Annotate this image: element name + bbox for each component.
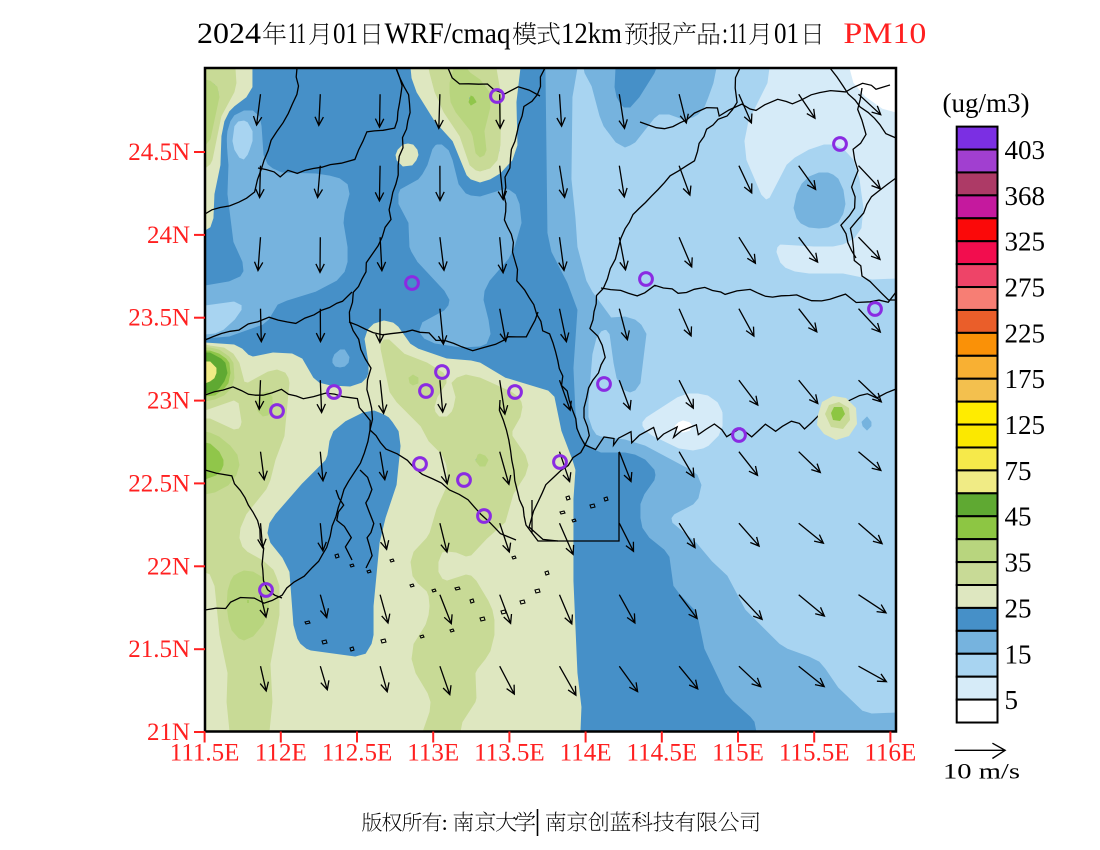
svg-text:22N: 22N	[147, 553, 190, 580]
svg-text:368: 368	[1005, 181, 1046, 211]
svg-text:11: 11	[729, 17, 747, 50]
svg-text:01: 01	[333, 17, 358, 50]
svg-text:5: 5	[1005, 685, 1019, 715]
svg-text:22.5N: 22.5N	[128, 470, 190, 497]
svg-text:11: 11	[288, 17, 306, 50]
svg-text:113.5E: 113.5E	[474, 740, 545, 767]
svg-text:23N: 23N	[147, 388, 190, 415]
svg-text:111.5E: 111.5E	[170, 740, 240, 767]
svg-text:114.5E: 114.5E	[627, 740, 698, 767]
svg-text:115E: 115E	[712, 740, 764, 767]
svg-text:116E: 116E	[864, 740, 916, 767]
svg-text:115.5E: 115.5E	[779, 740, 850, 767]
svg-text:12km: 12km	[561, 17, 622, 50]
svg-text:24.5N: 24.5N	[128, 139, 190, 166]
svg-text:PM10: PM10	[843, 17, 926, 50]
svg-text:275: 275	[1005, 273, 1046, 303]
svg-text:325: 325	[1005, 227, 1046, 257]
svg-text:15: 15	[1005, 639, 1032, 669]
svg-text:WRF/cmaq: WRF/cmaq	[385, 17, 511, 50]
svg-text:01: 01	[774, 17, 799, 50]
svg-text:113E: 113E	[407, 740, 459, 767]
svg-text:(ug/m3): (ug/m3)	[943, 88, 1030, 118]
svg-text:21.5N: 21.5N	[128, 636, 190, 663]
svg-text:125: 125	[1005, 410, 1046, 440]
svg-text:114E: 114E	[560, 740, 612, 767]
svg-text:403: 403	[1005, 135, 1046, 165]
svg-text:21N: 21N	[147, 719, 190, 746]
svg-text:112E: 112E	[255, 740, 307, 767]
svg-text:10 m/s: 10 m/s	[943, 759, 1020, 784]
svg-text:225: 225	[1005, 318, 1046, 348]
svg-text:175: 175	[1005, 364, 1046, 394]
svg-text:75: 75	[1005, 456, 1032, 486]
svg-text:35: 35	[1005, 548, 1032, 578]
svg-text::: :	[722, 17, 728, 50]
svg-text:45: 45	[1005, 502, 1032, 532]
svg-text:112.5E: 112.5E	[322, 740, 393, 767]
svg-text:2024: 2024	[197, 17, 261, 50]
svg-text::: :	[442, 810, 448, 835]
svg-text:23.5N: 23.5N	[128, 305, 190, 332]
svg-text:24N: 24N	[147, 222, 190, 249]
svg-text:25: 25	[1005, 593, 1032, 623]
